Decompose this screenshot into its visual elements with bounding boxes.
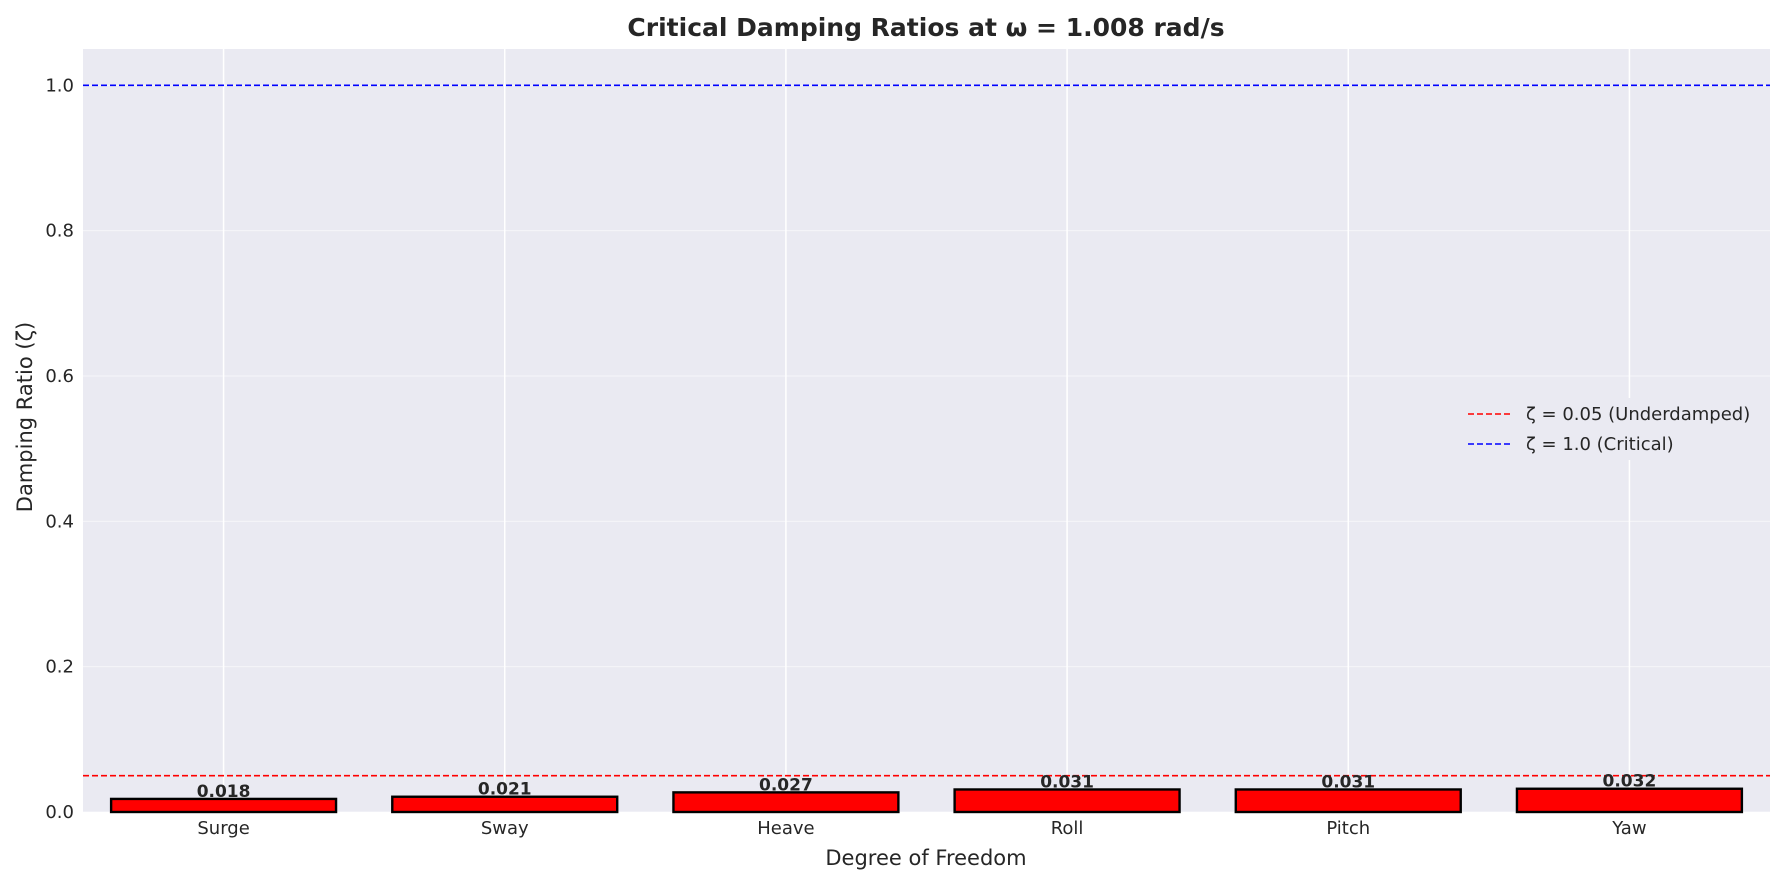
data-label-heave: 0.027 — [759, 775, 813, 795]
x-tick-label-sway: Sway — [481, 818, 529, 839]
data-label-sway: 0.021 — [478, 780, 532, 800]
bar-heave — [672, 791, 900, 814]
x-tick-label-surge: Surge — [197, 818, 249, 839]
x-tick-label-heave: Heave — [757, 818, 814, 839]
bar-yaw — [1515, 787, 1744, 814]
y-tick-label: 0.0 — [45, 802, 74, 823]
legend: ζ = 0.05 (Underdamped) ζ = 1.0 (Critical… — [1458, 398, 1764, 460]
legend-label-underdamped: ζ = 0.05 (Underdamped) — [1526, 404, 1750, 425]
y-tick-labels: 0.0 0.2 0.4 0.6 0.8 1.0 — [45, 75, 74, 823]
x-tick-label-pitch: Pitch — [1326, 818, 1370, 839]
y-tick-label: 0.6 — [45, 366, 74, 387]
x-tick-label-roll: Roll — [1051, 818, 1084, 839]
grid-lines — [83, 49, 1770, 813]
y-tick-label: 0.8 — [45, 221, 74, 242]
y-tick-label: 0.2 — [45, 657, 74, 678]
bars — [109, 787, 1744, 814]
data-labels: 0.018 0.021 0.027 0.031 0.031 0.032 — [197, 772, 1657, 802]
data-label-surge: 0.018 — [197, 782, 251, 802]
y-axis-label: Damping Ratio (ζ) — [13, 322, 37, 512]
bar-roll — [953, 788, 1181, 814]
legend-label-critical: ζ = 1.0 (Critical) — [1526, 434, 1674, 455]
x-axis-label: Degree of Freedom — [825, 846, 1026, 870]
reference-lines — [83, 84, 1770, 777]
data-label-pitch: 0.031 — [1321, 772, 1375, 792]
bar-pitch — [1234, 788, 1462, 814]
bar-sway — [391, 795, 619, 814]
bar-surge — [109, 797, 338, 814]
x-tick-labels: Surge Sway Heave Roll Pitch Yaw — [197, 818, 1646, 839]
chart-title: Critical Damping Ratios at ω = 1.008 rad… — [627, 13, 1224, 42]
y-tick-label: 1.0 — [45, 75, 74, 96]
data-label-roll: 0.031 — [1040, 772, 1094, 792]
data-label-yaw: 0.032 — [1603, 772, 1657, 792]
legend-box — [1458, 398, 1764, 460]
y-tick-label: 0.4 — [45, 511, 74, 532]
x-tick-label-yaw: Yaw — [1611, 818, 1646, 839]
